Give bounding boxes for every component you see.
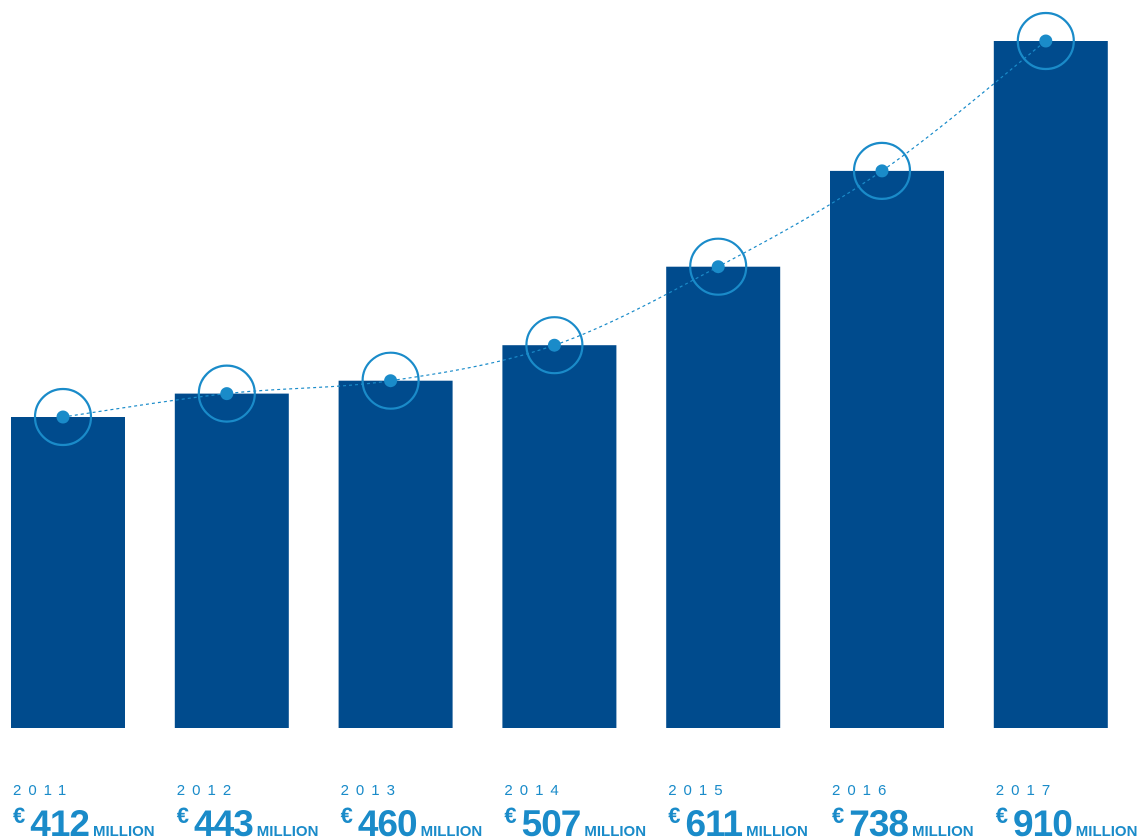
unit-label: MILLION bbox=[257, 823, 319, 839]
currency-symbol: € bbox=[504, 803, 516, 828]
currency-symbol: € bbox=[177, 803, 189, 828]
value-number: 738 bbox=[849, 803, 908, 839]
marker-dot-2014 bbox=[547, 338, 561, 352]
year-label-2013: 2013 bbox=[341, 782, 402, 799]
unit-label: MILLION bbox=[584, 823, 646, 839]
marker-ring-2015 bbox=[689, 237, 748, 296]
markers-layer bbox=[33, 11, 1075, 447]
value-number: 611 bbox=[685, 803, 742, 839]
value-label-2017: €910 MILLION bbox=[996, 803, 1138, 839]
bar-2012 bbox=[174, 393, 289, 728]
currency-symbol: € bbox=[832, 803, 844, 828]
year-label-2012: 2012 bbox=[177, 782, 238, 799]
value-label-2014: €507 MILLION bbox=[504, 803, 646, 839]
marker-ring-2011 bbox=[33, 387, 93, 447]
value-number: 412 bbox=[30, 803, 89, 839]
bar-2015 bbox=[666, 266, 781, 728]
value-label-2013: €460 MILLION bbox=[341, 803, 483, 839]
marker-dot-2017 bbox=[1039, 34, 1053, 48]
value-number: 460 bbox=[358, 803, 417, 839]
value-label-2011: €412 MILLION bbox=[13, 803, 155, 839]
marker-dot-2013 bbox=[384, 374, 398, 388]
bar-2014 bbox=[502, 345, 617, 728]
bar-2013 bbox=[338, 380, 453, 728]
bars-layer bbox=[11, 41, 1108, 728]
bar-2011 bbox=[11, 417, 125, 728]
bar-2017 bbox=[993, 41, 1108, 728]
marker-dot-2011 bbox=[56, 410, 70, 424]
currency-symbol: € bbox=[996, 803, 1008, 828]
year-label-2017: 2017 bbox=[996, 782, 1057, 799]
bar-2016 bbox=[830, 170, 944, 728]
value-number: 507 bbox=[522, 803, 581, 839]
year-label-2016: 2016 bbox=[832, 782, 893, 799]
value-label-2012: €443 MILLION bbox=[177, 803, 319, 839]
unit-label: MILLION bbox=[746, 823, 808, 839]
currency-symbol: € bbox=[668, 803, 680, 828]
marker-dot-2015 bbox=[711, 260, 725, 274]
value-number: 443 bbox=[194, 803, 253, 839]
unit-label: MILLION bbox=[912, 823, 974, 839]
year-label-2015: 2015 bbox=[668, 782, 729, 799]
marker-dot-2012 bbox=[220, 387, 234, 401]
marker-ring-2014 bbox=[525, 316, 584, 375]
marker-ring-2012 bbox=[197, 364, 256, 423]
year-label-2014: 2014 bbox=[504, 782, 565, 799]
year-label-2011: 2011 bbox=[13, 782, 73, 799]
unit-label: MILLION bbox=[93, 823, 155, 839]
unit-label: MILLION bbox=[1076, 823, 1138, 839]
currency-symbol: € bbox=[341, 803, 353, 828]
value-label-2015: €611 MILLION bbox=[668, 803, 808, 839]
value-label-2016: €738 MILLION bbox=[832, 803, 974, 839]
marker-dot-2016 bbox=[875, 164, 889, 178]
marker-ring-2017 bbox=[1016, 11, 1075, 71]
value-number: 910 bbox=[1013, 803, 1072, 839]
marker-ring-2016 bbox=[852, 141, 912, 200]
trend-line bbox=[62, 40, 1047, 418]
marker-ring-2013 bbox=[361, 351, 420, 410]
currency-symbol: € bbox=[13, 803, 25, 828]
unit-label: MILLION bbox=[421, 823, 483, 839]
